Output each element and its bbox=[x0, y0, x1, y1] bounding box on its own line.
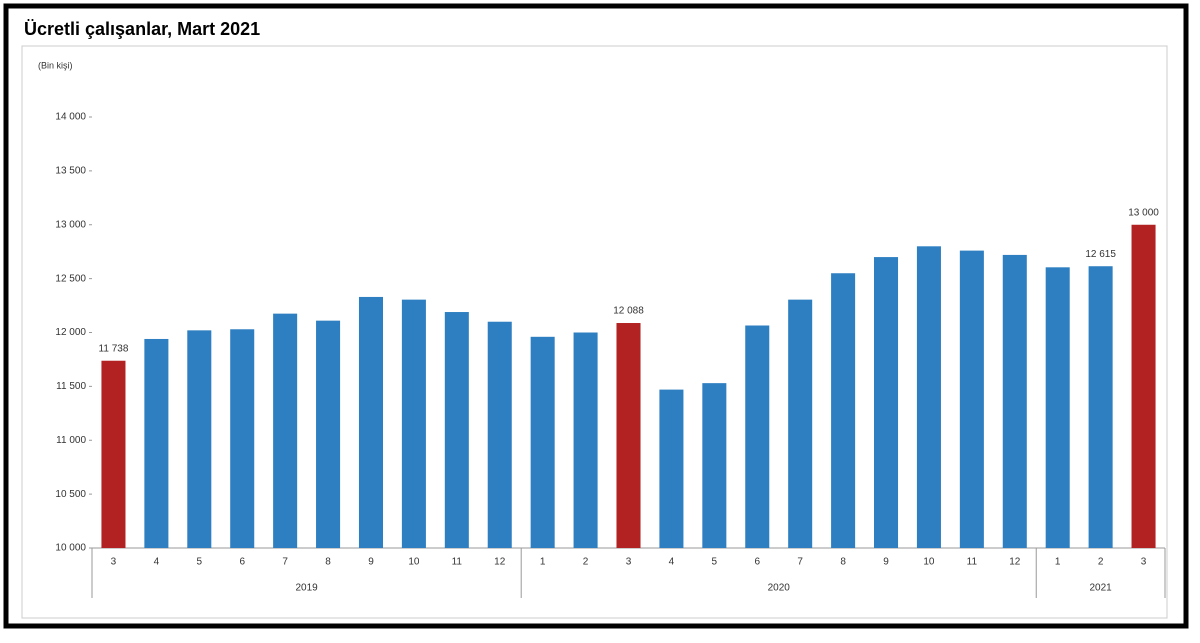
x-tick-label: 11 bbox=[967, 557, 978, 568]
x-tick-label: 10 bbox=[923, 557, 935, 568]
plot-frame bbox=[21, 45, 1168, 619]
x-tick-label: 2 bbox=[583, 557, 589, 568]
x-tick-label: 5 bbox=[197, 557, 203, 568]
x-tick-label: 8 bbox=[325, 557, 331, 568]
x-tick-label: 6 bbox=[239, 557, 245, 568]
x-tick-label: 9 bbox=[883, 557, 889, 568]
x-tick-label: 10 bbox=[408, 557, 420, 568]
x-tick-label: 3 bbox=[111, 557, 117, 568]
bar bbox=[444, 312, 469, 548]
bar bbox=[959, 250, 984, 549]
x-tick-label: 4 bbox=[154, 557, 160, 568]
x-tick-label: 6 bbox=[754, 557, 760, 568]
bar bbox=[401, 299, 426, 548]
bar bbox=[316, 320, 341, 548]
bar bbox=[487, 321, 512, 548]
x-tick-label: 7 bbox=[797, 557, 803, 568]
x-tick-label: 12 bbox=[494, 557, 506, 568]
bar bbox=[1045, 267, 1070, 548]
bar bbox=[230, 329, 255, 548]
bar bbox=[659, 389, 684, 548]
y-tick-label: 13 500 bbox=[55, 166, 86, 177]
x-tick-label: 9 bbox=[368, 557, 374, 568]
year-label: 2020 bbox=[768, 583, 791, 594]
bar bbox=[916, 246, 941, 549]
bar bbox=[1002, 254, 1027, 549]
bar bbox=[831, 273, 856, 548]
value-label: 11 738 bbox=[99, 343, 129, 354]
y-tick-label: 14 000 bbox=[55, 112, 86, 123]
bar bbox=[358, 296, 383, 548]
value-label: 12 088 bbox=[613, 306, 644, 317]
bar bbox=[745, 325, 770, 548]
chart-title: Ücretli çalışanlar, Mart 2021 bbox=[24, 19, 260, 39]
bar bbox=[273, 313, 298, 548]
y-tick-label: 12 000 bbox=[55, 327, 86, 338]
bar bbox=[187, 330, 212, 548]
x-tick-label: 3 bbox=[626, 557, 632, 568]
x-tick-label: 12 bbox=[1009, 557, 1021, 568]
y-tick-label: 11 000 bbox=[56, 435, 86, 446]
x-tick-label: 1 bbox=[540, 557, 546, 568]
x-tick-label: 11 bbox=[452, 557, 463, 568]
y-tick-label: 13 000 bbox=[55, 219, 86, 230]
x-tick-label: 8 bbox=[840, 557, 846, 568]
bar bbox=[573, 332, 598, 548]
bar bbox=[874, 257, 899, 548]
y-tick-label: 10 000 bbox=[55, 543, 86, 554]
y-tick-label: 11 500 bbox=[56, 381, 86, 392]
value-label: 12 615 bbox=[1085, 249, 1116, 260]
x-tick-label: 7 bbox=[282, 557, 288, 568]
bar bbox=[788, 299, 813, 548]
x-tick-label: 2 bbox=[1098, 557, 1104, 568]
bar bbox=[1088, 266, 1113, 548]
bar bbox=[616, 323, 641, 548]
x-tick-label: 3 bbox=[1141, 557, 1147, 568]
bar bbox=[1131, 224, 1156, 548]
y-tick-label: 12 500 bbox=[55, 273, 86, 284]
x-tick-label: 1 bbox=[1055, 557, 1061, 568]
x-tick-label: 4 bbox=[669, 557, 675, 568]
bar bbox=[702, 383, 727, 548]
bar bbox=[530, 336, 555, 548]
value-label: 13 000 bbox=[1128, 207, 1159, 218]
year-label: 2019 bbox=[295, 583, 318, 594]
year-label: 2021 bbox=[1089, 583, 1112, 594]
bar bbox=[144, 338, 169, 548]
y-tick-label: 10 500 bbox=[55, 489, 86, 500]
unit-label: (Bin kişi) bbox=[38, 60, 73, 70]
bar bbox=[101, 360, 126, 548]
x-tick-label: 5 bbox=[712, 557, 718, 568]
